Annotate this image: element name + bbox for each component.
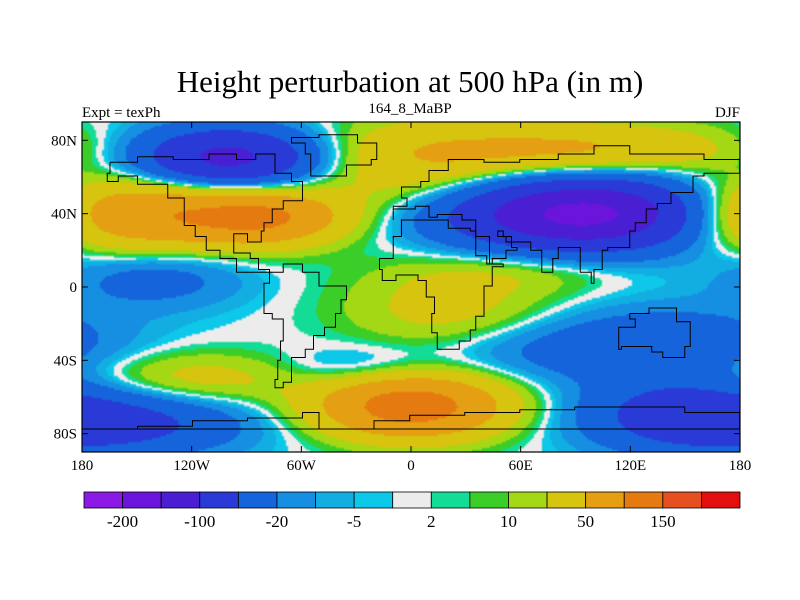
x-tick-label: 0 [407, 458, 415, 474]
colorbar-label: 150 [650, 512, 676, 531]
colorbar-swatch [276, 491, 316, 509]
x-axis: 180 120W 60W 0 60E 120E 180 [71, 122, 752, 474]
colorbar-label: -100 [184, 512, 215, 531]
colorbar-swatch [662, 491, 702, 509]
contour-field [82, 122, 740, 452]
colorbar: -200 -100 -20 -5 2 10 50 150 [83, 491, 741, 531]
coastline-segment [392, 145, 740, 284]
x-tick-label: 120W [173, 458, 211, 474]
colorbar-label: 50 [577, 512, 594, 531]
coastline-segment [379, 219, 504, 350]
colorbar-label: -20 [266, 512, 289, 531]
colorbar-swatch [315, 491, 355, 509]
colorbar-swatch [160, 491, 201, 509]
colorbar-label: 10 [500, 512, 517, 531]
colorbar-swatch [392, 491, 432, 509]
colorbar-swatch [199, 491, 239, 509]
colorbar-swatch [585, 491, 625, 509]
contour-raster [82, 122, 740, 452]
x-tick-label: 60W [287, 458, 317, 474]
coastline-segment [82, 406, 740, 430]
season-label: DJF [715, 105, 740, 121]
run-label: 164_8_MaBP [368, 101, 451, 117]
colorbar-swatch [83, 491, 123, 509]
coastline-segment [263, 263, 347, 389]
y-tick-label: 40N [51, 207, 77, 223]
y-tick-label: 0 [70, 280, 78, 296]
coastline-outline [82, 134, 740, 430]
colorbar-swatch [546, 491, 587, 509]
y-tick-label: 80N [51, 133, 77, 149]
colorbar-swatch [469, 491, 509, 509]
x-tick-label: 180 [71, 458, 94, 474]
colorbar-swatch [237, 491, 278, 509]
x-tick-label: 180 [729, 458, 752, 474]
plot-area: 180 120W 60W 0 60E 120E 180 80N 40N 0 40S 80S [51, 121, 752, 474]
y-tick-label: 80S [54, 427, 77, 443]
experiment-label: Expt = texPh [82, 105, 161, 121]
coastline-segment [291, 134, 378, 177]
y-tick-label: 40S [54, 353, 77, 369]
colorbar-swatch [430, 491, 471, 509]
colorbar-swatch [701, 491, 741, 509]
y-axis: 80N 40N 0 40S 80S [51, 133, 740, 443]
x-tick-label: 60E [509, 458, 533, 474]
colorbar-swatch [122, 491, 162, 509]
colorbar-label: -200 [107, 512, 138, 531]
coastline-segment [106, 153, 303, 273]
colorbar-label: -5 [347, 512, 361, 531]
colorbar-swatch [353, 491, 394, 509]
colorbar-label: 2 [427, 512, 436, 531]
colorbar-swatch [623, 491, 664, 509]
x-tick-label: 120E [614, 458, 646, 474]
chart-title: Height perturbation at 500 hPa (in m) [177, 64, 644, 99]
colorbar-swatch [508, 491, 548, 509]
coastline-segment [618, 307, 691, 358]
